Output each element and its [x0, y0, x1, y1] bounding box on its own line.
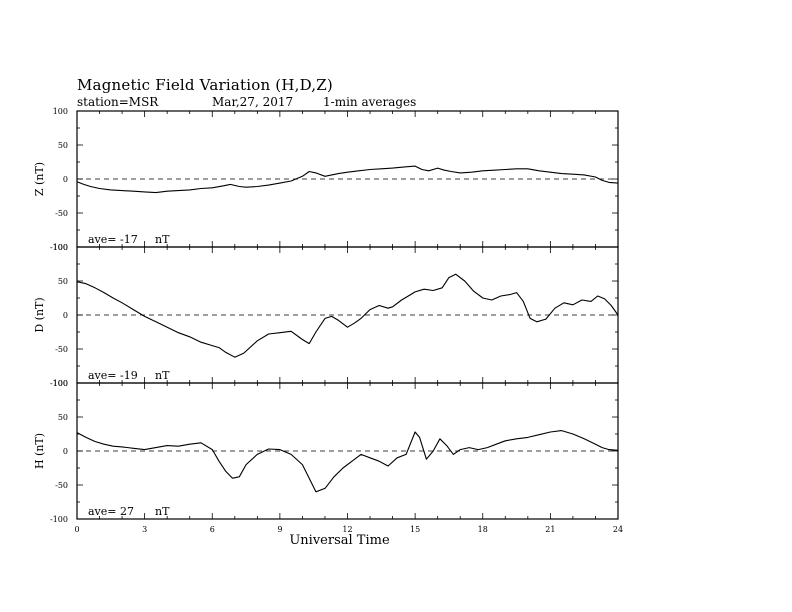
x-tick-label: 15: [410, 525, 420, 534]
x-tick-label: 24: [613, 525, 623, 534]
y-tick-label: 50: [58, 141, 68, 150]
series-line-d: [76, 273, 619, 358]
y-tick-label: 100: [53, 243, 68, 252]
y-tick-label: -100: [50, 243, 68, 252]
station-label: station=MSR: [77, 95, 159, 109]
y-tick-label: 0: [63, 175, 68, 184]
y-tick-label: -50: [55, 345, 68, 354]
y-tick-label: -100: [50, 515, 68, 524]
y-tick-label: 100: [53, 379, 68, 388]
series-line-h: [76, 430, 619, 493]
average-label: ave= 27: [88, 505, 134, 518]
average-unit-label: nT: [155, 233, 170, 246]
y-tick-label: 50: [58, 277, 68, 286]
x-tick-label: 0: [74, 525, 79, 534]
y-tick-label: 50: [58, 413, 68, 422]
x-tick-label: 21: [545, 525, 555, 534]
average-label: ave= -19: [88, 369, 138, 382]
y-tick-label: 0: [63, 447, 68, 456]
series-line-z: [76, 165, 619, 194]
date-label: Mar,27, 2017: [212, 95, 294, 109]
average-unit-label: nT: [155, 505, 170, 518]
y-tick-label: -100: [50, 379, 68, 388]
y-axis-label: D (nT): [33, 297, 46, 332]
y-tick-label: -50: [55, 209, 68, 218]
average-label: ave= -17: [88, 233, 138, 246]
y-tick-label: -50: [55, 481, 68, 490]
x-tick-label: 12: [342, 525, 352, 534]
y-tick-label: 100: [53, 107, 68, 116]
chart-title: Magnetic Field Variation (H,D,Z): [77, 76, 333, 94]
x-tick-label: 18: [478, 525, 488, 534]
x-tick-label: 6: [210, 525, 215, 534]
average-unit-label: nT: [155, 369, 170, 382]
y-axis-label: Z (nT): [33, 162, 46, 196]
averaging-label: 1-min averages: [323, 95, 417, 109]
y-tick-label: 0: [63, 311, 68, 320]
y-axis-label: H (nT): [33, 433, 46, 469]
x-tick-label: 3: [142, 525, 147, 534]
x-tick-label: 9: [277, 525, 282, 534]
x-axis-label: Universal Time: [289, 533, 390, 548]
